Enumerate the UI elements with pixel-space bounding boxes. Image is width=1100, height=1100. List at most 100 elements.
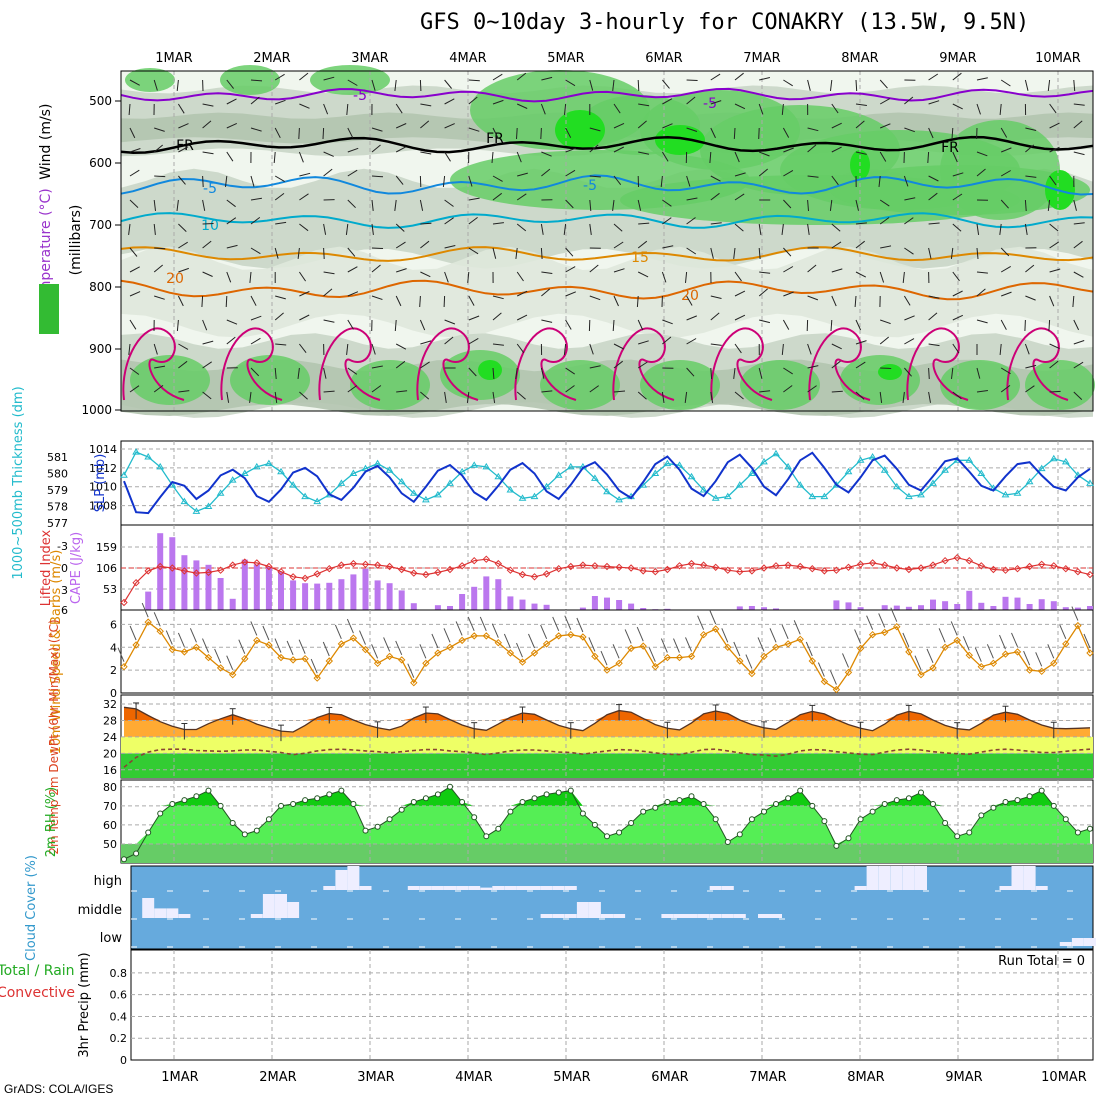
wind-barb — [516, 223, 527, 232]
wind-barb — [371, 343, 376, 355]
wind-barb — [783, 247, 792, 257]
li-point — [675, 562, 684, 570]
thickness-point — [796, 481, 805, 488]
wind-barb — [879, 391, 883, 403]
wind10m-barb — [286, 640, 294, 656]
top-date-label: 10MAR — [1035, 51, 1081, 66]
rh-tick-label: 80 — [103, 781, 117, 794]
thickness-point — [144, 453, 153, 460]
wind-barb — [347, 266, 358, 273]
li-point — [663, 565, 672, 574]
wind-barb — [492, 192, 503, 201]
cloud-middle-bar — [721, 914, 734, 918]
thickness-point — [711, 494, 720, 501]
cloud-high-bar — [431, 886, 444, 890]
wind-barb — [613, 146, 625, 153]
wind10m-barb — [926, 648, 934, 664]
wind-barb — [1000, 265, 1011, 273]
rh-point — [857, 816, 864, 823]
wind10m-point — [724, 643, 732, 652]
cape-bar — [857, 607, 864, 610]
wind-barb — [686, 338, 697, 345]
wind-barb — [250, 367, 260, 377]
thickness-point — [820, 492, 829, 500]
wind-barb — [952, 343, 960, 354]
thickness-point — [1049, 454, 1058, 462]
wind10m-barb — [829, 670, 837, 685]
wind10m-barb — [878, 613, 886, 628]
wind-barb — [492, 247, 497, 259]
wind-barb — [831, 175, 839, 186]
rh-point — [616, 829, 623, 836]
rh-point — [833, 842, 840, 849]
rh-point — [374, 823, 381, 830]
cape-bar — [205, 564, 212, 610]
wind-barb — [275, 99, 286, 105]
temperature-contour-loop — [318, 327, 381, 401]
wind10m-barb — [1011, 632, 1019, 648]
wind-barb — [153, 343, 158, 355]
li-tick-label: 0 — [61, 562, 68, 575]
cape-bar — [157, 533, 164, 610]
wind10m-point — [434, 649, 442, 657]
cloud-high-bar — [480, 887, 493, 890]
wind-barb — [758, 247, 761, 260]
wind-barb — [855, 240, 866, 249]
wind-barb — [1073, 120, 1083, 129]
wind-barb — [1049, 295, 1055, 307]
wind-barb — [299, 103, 310, 109]
wind-barb — [444, 391, 447, 403]
li-point — [820, 567, 829, 575]
cape-bar — [543, 604, 550, 610]
rh-point — [447, 783, 453, 790]
thickness-point — [385, 466, 394, 473]
wind10m-barb — [528, 633, 536, 649]
wind-barb — [904, 197, 916, 201]
rh-point — [712, 816, 719, 823]
wind10m-point — [905, 648, 913, 656]
contour-label: -5 — [203, 181, 217, 197]
wind-barb — [395, 175, 404, 185]
wind-barb — [323, 271, 335, 275]
wind-barb — [831, 390, 843, 393]
upper-air-panel: -5 -5 FR FR FR -5 -5 10 15 20 20 500 600 700 800 900 10… — [38, 65, 1095, 418]
wind-barb — [952, 290, 963, 297]
wind-barb — [807, 385, 817, 393]
rh-point — [748, 816, 755, 823]
temp-tick-label: 28 — [103, 714, 117, 727]
cape-bar — [278, 571, 284, 610]
upper-air-ylabel: RH (%) Temperature (°C) Wind (m/s) — [38, 104, 54, 377]
wind-barb — [613, 122, 625, 129]
wind-barb — [734, 271, 742, 282]
wind-barb — [371, 175, 384, 178]
li-point — [446, 565, 454, 574]
precip-tick-label: 0.6 — [110, 989, 128, 1002]
wind10m-point — [941, 643, 949, 652]
li-point — [905, 565, 913, 574]
top-date-label: 3MAR — [351, 51, 388, 66]
wind-barb — [1000, 384, 1011, 393]
wind-barb — [153, 264, 164, 273]
rh-point — [217, 802, 224, 809]
wind-barb — [371, 127, 383, 132]
li-point — [760, 564, 768, 572]
rh-point — [809, 802, 816, 809]
cloud-high-bar — [504, 886, 517, 890]
wind-barb — [153, 79, 158, 91]
wind-barb — [807, 223, 810, 235]
rh-point — [652, 804, 659, 811]
slp-tick-label: 1014 — [89, 443, 117, 456]
wind-barb — [807, 79, 811, 91]
wind10m-barb — [226, 655, 234, 670]
wind10m-barb — [745, 654, 753, 669]
wind-barb — [589, 264, 599, 273]
cape-tick-label: 159 — [96, 541, 117, 554]
wind10m-point — [494, 638, 503, 647]
wind-barb — [783, 199, 792, 209]
wind-barb — [226, 199, 236, 208]
temperature-contour — [120, 279, 1094, 301]
wind-barb — [541, 151, 552, 157]
wind-barb — [178, 241, 188, 249]
wind10m-barb — [310, 658, 318, 674]
wind-barb — [394, 79, 397, 91]
